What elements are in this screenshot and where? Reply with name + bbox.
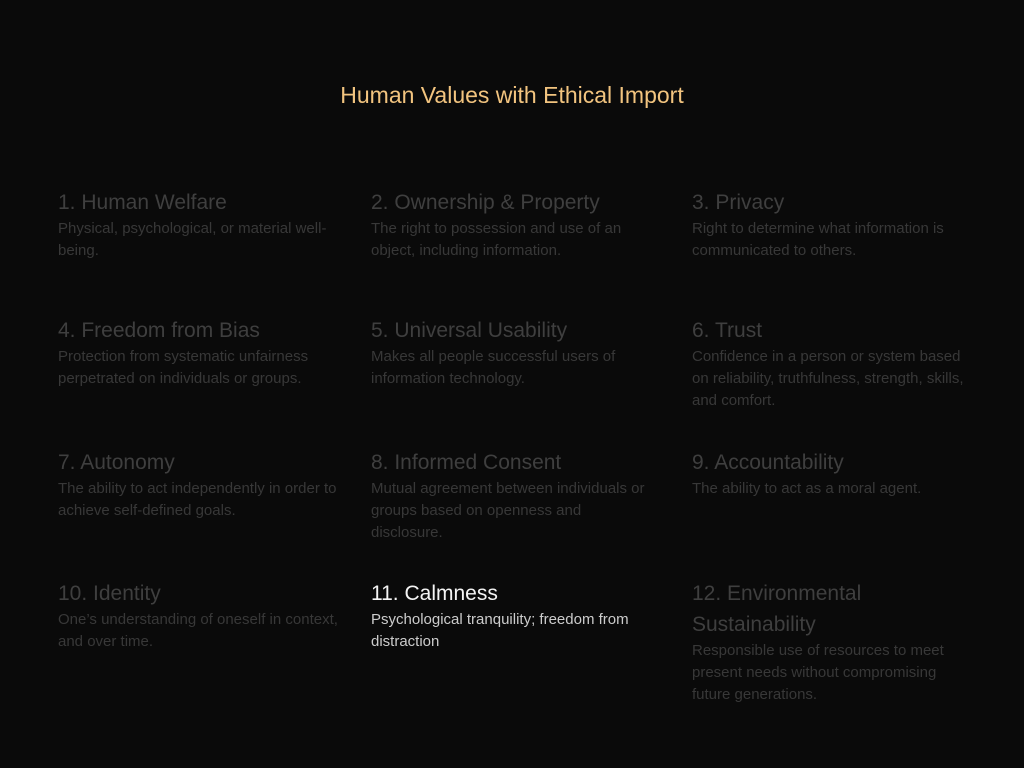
value-description: The right to possession and use of an ob… — [371, 220, 622, 259]
value-description: Confidence in a person or system based o… — [692, 348, 964, 409]
value-description: Makes all people successful users of inf… — [371, 348, 616, 387]
value-title: 5. Universal Usability — [371, 319, 568, 342]
value-card-human-welfare[interactable]: 1. Human Welfare Physical, psychological… — [58, 187, 338, 262]
value-description: Physical, psychological, or material wel… — [58, 220, 327, 259]
value-description: The ability to act independently in orde… — [58, 480, 337, 519]
value-title: 8. Informed Consent — [371, 451, 562, 474]
value-card-accountability[interactable]: 9. Accountability The ability to act as … — [692, 447, 967, 500]
value-card-calmness[interactable]: 11. Calmness Psychological tranquility; … — [371, 578, 651, 653]
value-description: Mutual agreement between individuals or … — [371, 480, 645, 541]
value-description: Responsible use of resources to meet pre… — [692, 642, 944, 703]
value-card-trust[interactable]: 6. Trust Confidence in a person or syste… — [692, 315, 967, 412]
value-card-environmental-sustainability[interactable]: 12. Environmental Sustainability Respons… — [692, 578, 967, 706]
value-card-universal-usability[interactable]: 5. Universal Usability Makes all people … — [371, 315, 651, 390]
value-card-privacy[interactable]: 3. Privacy Right to determine what infor… — [692, 187, 967, 262]
value-title: 4. Freedom from Bias — [58, 319, 260, 342]
value-title: 7. Autonomy — [58, 451, 175, 474]
value-card-ownership-property[interactable]: 2. Ownership & Property The right to pos… — [371, 187, 651, 262]
value-description: The ability to act as a moral agent. — [692, 480, 922, 497]
value-title: 11. Calmness — [371, 582, 498, 605]
value-description: Protection from systematic unfairness pe… — [58, 348, 309, 387]
value-title: 3. Privacy — [692, 191, 785, 214]
value-title: 9. Accountability — [692, 451, 844, 474]
value-description: Right to determine what information is c… — [692, 220, 944, 259]
page-title: Human Values with Ethical Import — [340, 82, 684, 108]
value-title: 1. Human Welfare — [58, 191, 227, 214]
value-description: Psychological tranquility; freedom from … — [371, 611, 629, 650]
value-card-autonomy[interactable]: 7. Autonomy The ability to act independe… — [58, 447, 338, 522]
value-title: 10. Identity — [58, 582, 161, 605]
value-card-identity[interactable]: 10. Identity One’s understanding of ones… — [58, 578, 338, 653]
value-title: 12. Environmental Sustainability — [692, 582, 862, 636]
value-card-informed-consent[interactable]: 8. Informed Consent Mutual agreement bet… — [371, 447, 651, 544]
value-description: One’s understanding of oneself in contex… — [58, 611, 338, 650]
value-card-freedom-from-bias[interactable]: 4. Freedom from Bias Protection from sys… — [58, 315, 338, 390]
value-title: 6. Trust — [692, 319, 763, 342]
value-title: 2. Ownership & Property — [371, 191, 600, 214]
